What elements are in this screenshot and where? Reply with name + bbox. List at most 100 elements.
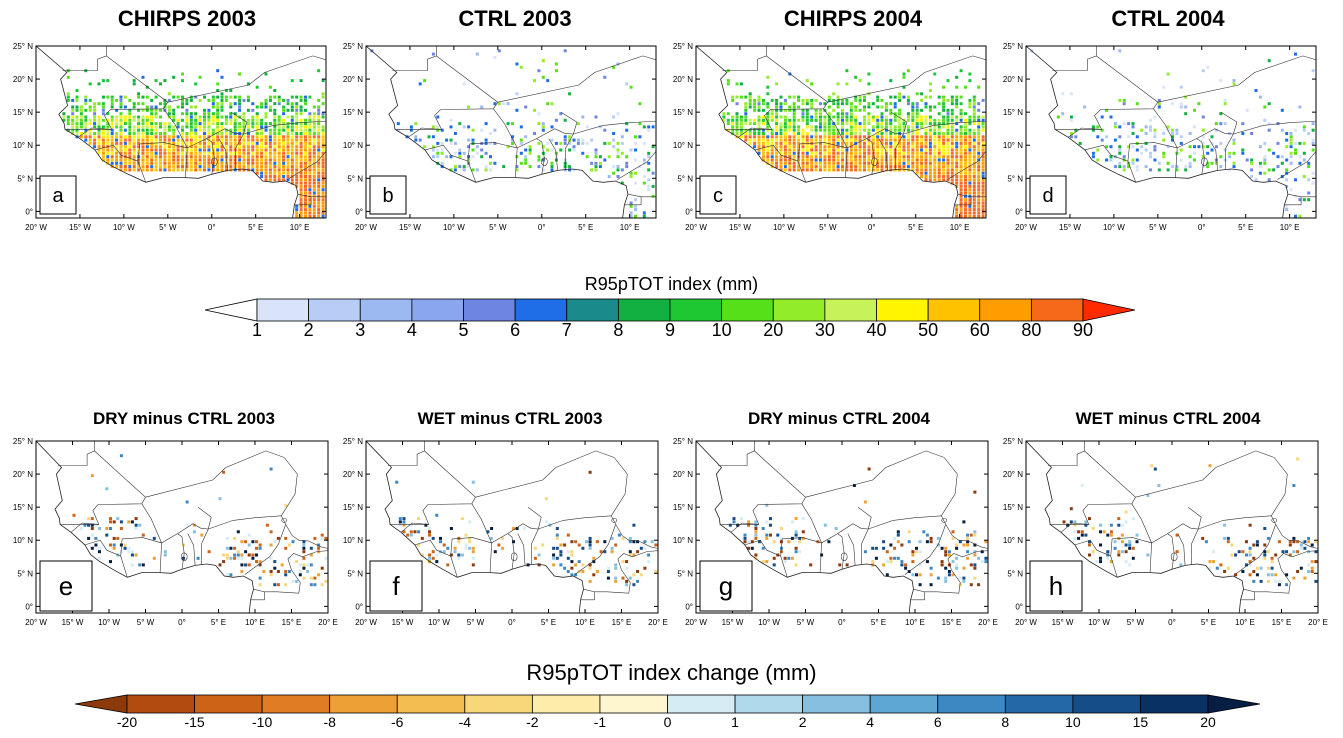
colorbar-segment (531, 694, 601, 714)
colorbar-segment (194, 694, 263, 714)
map-panel-a: 25° N 20° N 15° N 10° N 5° N 0° 20° W 15° W 10° … (0, 40, 330, 240)
lat-tick-label: 25° N (13, 437, 33, 446)
lon-tick-label: 20° E (648, 618, 668, 627)
lat-tick-label: 20° N (1003, 75, 1023, 84)
map-panel-g: 25° N 20° N 15° N 10° N 5° N 0° 20° W 15° W 10° … (660, 435, 998, 645)
colorbar-segment (802, 694, 871, 714)
lat-tick-label: 15° N (1003, 503, 1023, 512)
lon-tick-label: 15° E (282, 618, 302, 627)
lon-tick-label: 5° W (159, 223, 177, 232)
map-svg: 25° N 20° N 15° N 10° N 5° N 0° 20° W 15° W 10° … (673, 437, 998, 627)
lon-tick-label: 5° W (1127, 618, 1145, 627)
lon-tick-label: 0° (1198, 223, 1206, 232)
colorbar-label: 20 (1200, 714, 1216, 730)
lat-tick-label: 10° N (1003, 141, 1023, 150)
colorbar-label: 40 (866, 320, 887, 340)
lat-tick-label: 0° (355, 207, 363, 216)
panel-letter: h (1049, 571, 1063, 601)
colorbar-segment (514, 298, 568, 322)
map-svg: 25° N 20° N 15° N 10° N 5° N 0° 20° W 15° W 10° … (13, 42, 327, 232)
lon-tick-label: 20° E (318, 618, 338, 627)
lon-tick-label: 10° E (905, 618, 925, 627)
lon-tick-label: 15° W (722, 618, 744, 627)
lat-tick-label: 25° N (1003, 42, 1023, 51)
map-svg: 25° N 20° N 15° N 10° N 5° N 0° 20° W 15° W 10° … (673, 42, 987, 232)
lat-tick-label: 5° N (1007, 569, 1023, 578)
lat-tick-label: 0° (25, 602, 33, 611)
colorbar-arrow-right (1082, 298, 1135, 322)
colorbar-segment (824, 298, 877, 322)
lon-tick-label: 10° W (1088, 618, 1110, 627)
colorbar-segment (261, 694, 331, 714)
lon-tick-label: 20° E (978, 618, 998, 627)
colorbar-label: 5 (458, 320, 469, 340)
colorbar-label: 10 (1065, 714, 1081, 730)
panel-title-e: DRY minus CTRL 2003 (92, 409, 276, 428)
lat-tick-label: 20° N (1003, 470, 1023, 479)
colorbar-segment (669, 298, 723, 322)
colorbar-top (205, 298, 1135, 322)
panel-title-f: WET minus CTRL 2003 (417, 409, 603, 428)
colorbar-label: 6 (933, 714, 942, 730)
colorbar-label: -15 (184, 714, 205, 730)
lon-tick-label: 5° W (819, 223, 837, 232)
lon-tick-label: 10° W (443, 223, 465, 232)
colorbar-label: 8 (613, 320, 624, 340)
colorbar-segment (869, 694, 939, 714)
colorbar-segment (464, 694, 533, 714)
map-panel-h: 25° N 20° N 15° N 10° N 5° N 0° 20° W 15° W 10° … (990, 435, 1328, 645)
map-panel-d: 25° N 20° N 15° N 10° N 5° N 0° 20° W 15° W 10° … (990, 40, 1320, 240)
colorbar-segment (617, 298, 671, 322)
colorbar-segment (667, 694, 736, 714)
colorbar-label: -1 (593, 714, 607, 730)
lon-tick-label: 5° W (467, 618, 485, 627)
lon-tick-label: 15° W (69, 223, 91, 232)
lat-tick-label: 20° N (343, 75, 363, 84)
lat-tick-label: 5° N (677, 174, 693, 183)
lon-tick-label: 15° E (1272, 618, 1292, 627)
colorbar-bottom-title: R95pTOT index change (mm) (526, 660, 817, 685)
lon-tick-label: 5° W (489, 223, 507, 232)
colorbar-segment (937, 694, 1006, 714)
colorbar-arrow-left (205, 298, 258, 322)
panel-letter-box (1029, 560, 1083, 612)
lon-tick-label: 0° (208, 223, 216, 232)
colorbar-label: 60 (969, 320, 990, 340)
lon-tick-label: 15° E (612, 618, 632, 627)
colorbar-label: 80 (1021, 320, 1042, 340)
lat-tick-label: 25° N (673, 42, 693, 51)
map-panel-e: 25° N 20° N 15° N 10° N 5° N 0° 20° W 15° W 10° … (0, 435, 338, 645)
colorbar-segment (329, 694, 398, 714)
colorbar-segment (256, 298, 310, 322)
colorbar-label: -8 (323, 714, 336, 730)
lat-tick-label: 0° (1015, 207, 1023, 216)
lat-tick-label: 25° N (673, 437, 693, 446)
colorbar-segment (1004, 694, 1074, 714)
colorbar-label: 3 (355, 320, 366, 340)
colorbar-label: 10 (711, 320, 732, 340)
lon-tick-label: 10° W (98, 618, 120, 627)
lon-tick-label: 20° E (1308, 618, 1328, 627)
lon-tick-label: 15° W (392, 618, 414, 627)
lon-tick-label: 10° W (1103, 223, 1125, 232)
lon-tick-label: 10° W (773, 223, 795, 232)
lon-tick-label: 15° W (62, 618, 84, 627)
colorbar-segment (1072, 694, 1141, 714)
panel-title-g: DRY minus CTRL 2004 (747, 409, 931, 428)
colorbar-segment (721, 298, 774, 322)
colorbar-segment (411, 298, 464, 322)
panel-letter: b (382, 185, 393, 207)
map-fill (36, 46, 326, 218)
panel-letter-box (699, 175, 737, 215)
lat-tick-label: 15° N (343, 503, 363, 512)
colorbar-label: 9 (664, 320, 675, 340)
colorbar-segment (927, 298, 981, 322)
lon-tick-label: 20° W (685, 618, 707, 627)
colorbar-label: 8 (1001, 714, 1010, 730)
lon-tick-label: 15° E (942, 618, 962, 627)
lat-tick-label: 0° (685, 602, 693, 611)
colorbar-label: 4 (406, 320, 417, 340)
lon-tick-label: 0° (508, 618, 516, 627)
lon-tick-label: 5° W (137, 618, 155, 627)
lon-tick-label: 15° W (399, 223, 421, 232)
